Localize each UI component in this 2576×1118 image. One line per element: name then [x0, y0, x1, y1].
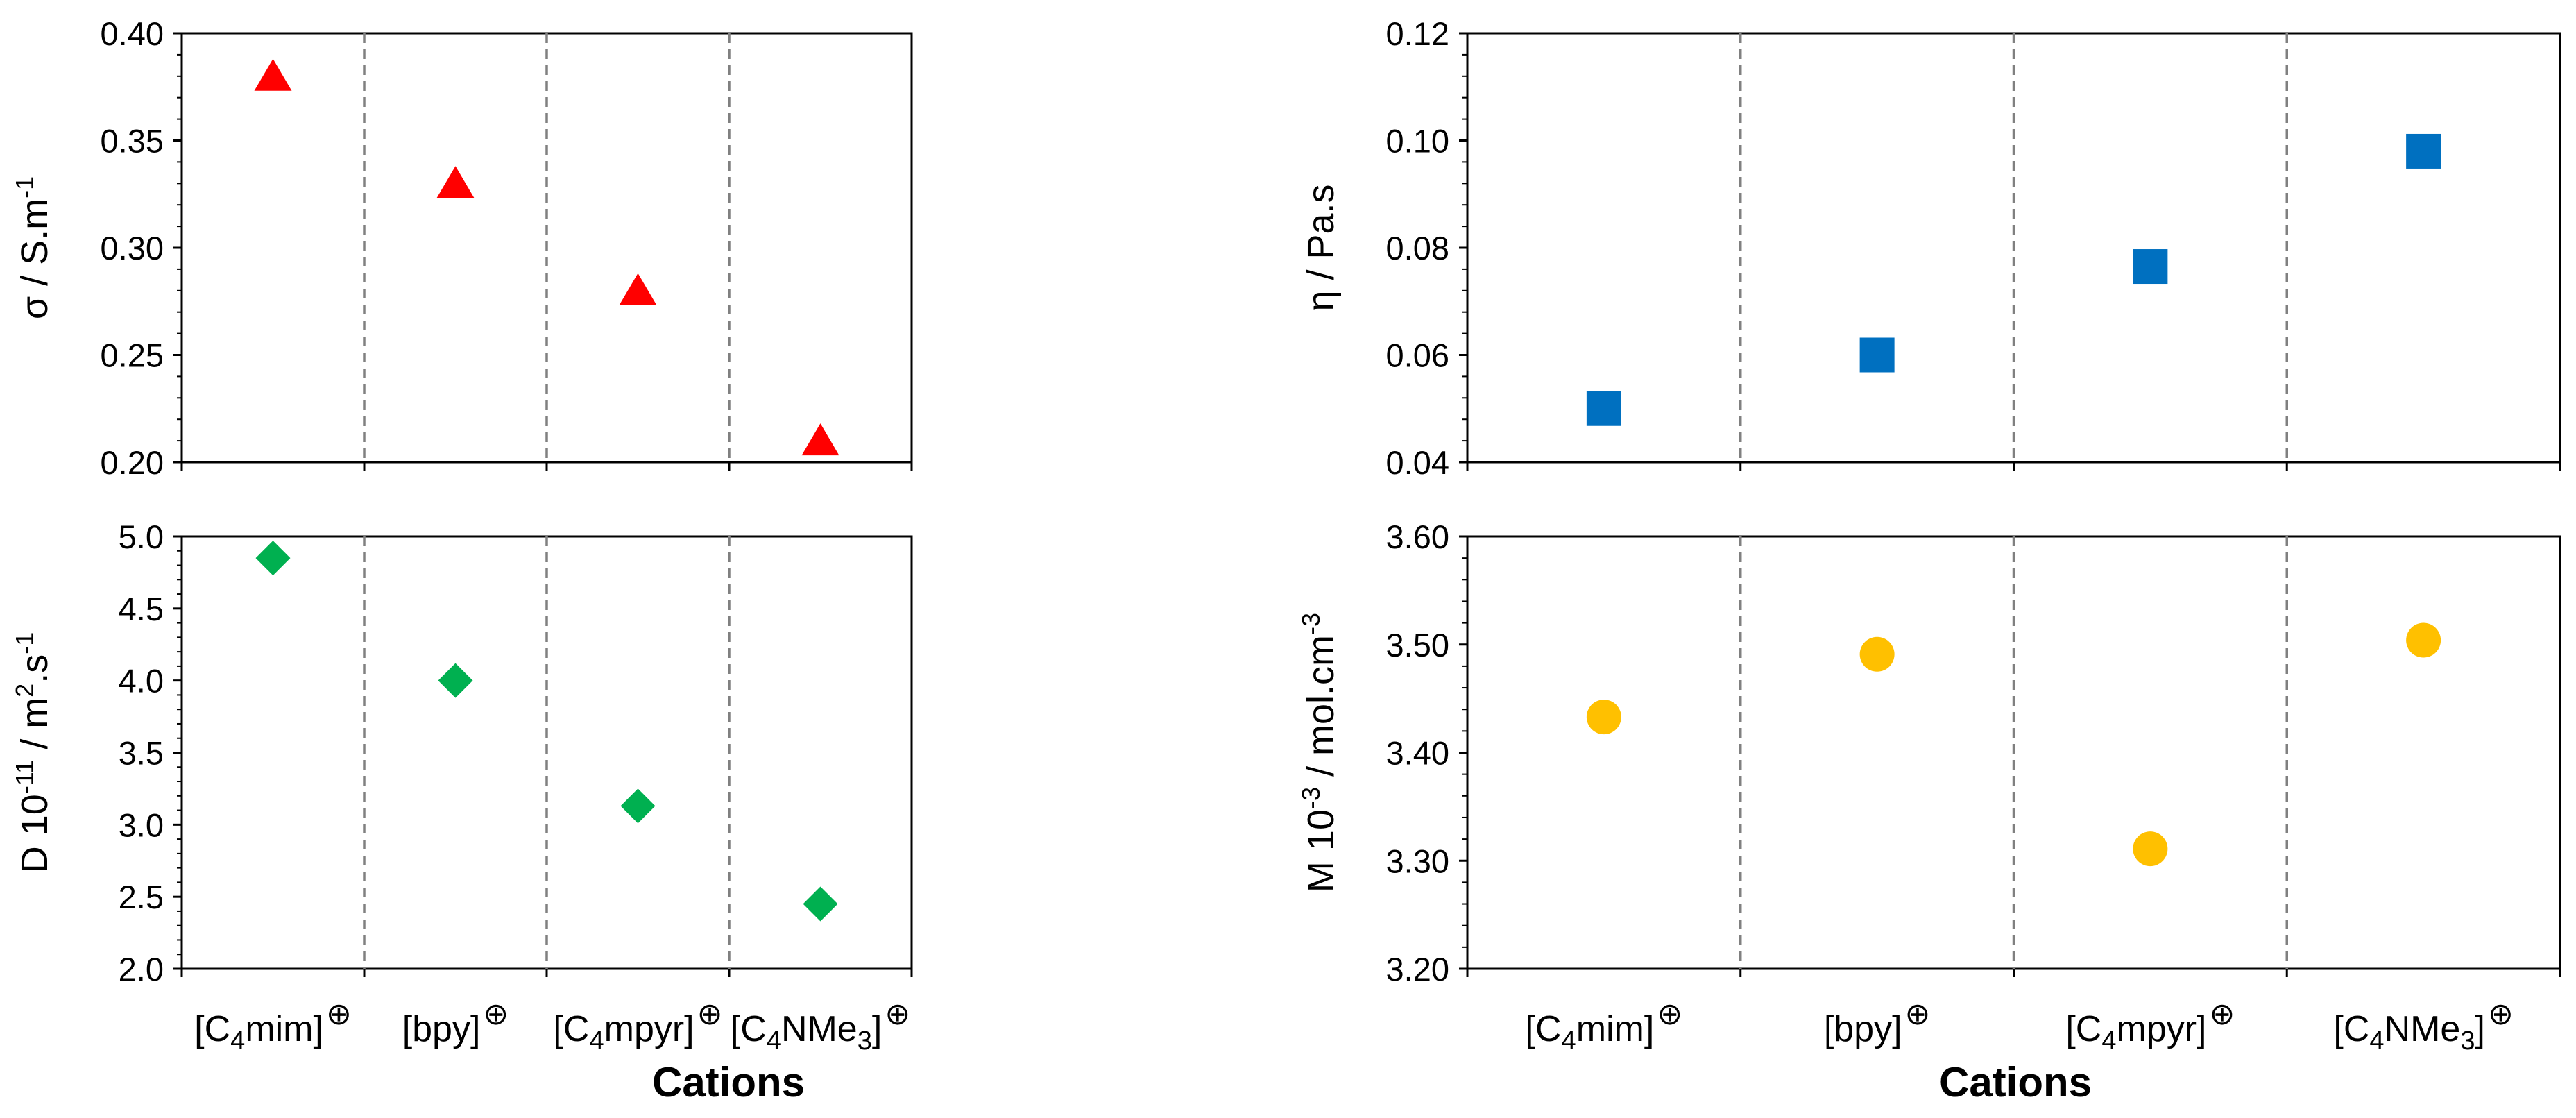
y-tick-label: 3.30: [1386, 842, 1449, 879]
y-axis-label: σ / S.m-1: [10, 176, 56, 319]
x-category-label: [bpy]⊕: [1824, 997, 1931, 1049]
y-tick-label: 3.0: [119, 806, 164, 843]
x-category-label: [C4mpyr]⊕: [2065, 997, 2235, 1056]
y-tick-label: 3.20: [1386, 951, 1449, 988]
data-point-diffusion-4: [803, 886, 838, 922]
y-axis-label: D 10-11 / m2.s-1: [10, 632, 56, 874]
data-point-viscosity-3: [2133, 249, 2168, 285]
x-axis-title-right: Cations: [1939, 1059, 2092, 1106]
data-point-conductivity-2: [436, 166, 475, 198]
y-tick-label: 4.5: [119, 591, 164, 627]
x-axis-title-left: Cations: [652, 1059, 805, 1106]
x-category-label: [C4mim]⊕: [1526, 997, 1683, 1056]
y-tick-label: 4.0: [119, 663, 164, 700]
x-category-label: [C4mim]⊕: [194, 997, 352, 1056]
y-tick-label: 0.25: [101, 337, 164, 374]
y-tick-label: 3.40: [1386, 735, 1449, 772]
y-tick-label: 2.5: [119, 879, 164, 915]
panel-conductivity: 0.20 0.25 0.30 0.35 0.40 σ / S.m-1: [10, 15, 913, 481]
y-tick-label: 0.12: [1386, 15, 1449, 52]
data-point-conductivity-4: [801, 423, 839, 456]
data-point-molarity-4: [2406, 622, 2441, 658]
data-point-conductivity-3: [619, 273, 657, 305]
y-tick-label: 0.30: [101, 230, 164, 266]
y-tick-label: 3.50: [1386, 627, 1449, 663]
y-axis-label: η / Pa.s: [1300, 184, 1342, 311]
y-tick-label: 0.08: [1386, 230, 1449, 266]
x-category-label: [C4NMe3]⊕: [731, 997, 910, 1056]
panel-molarity: 3.20 3.30 3.40 3.50 3.60 M 10-3 / mol.cm-3 [C4…: [1297, 518, 2561, 1056]
data-point-diffusion-3: [620, 788, 656, 824]
y-axis-label: M 10-3 / mol.cm-3: [1297, 613, 1342, 892]
y-tick-label: 3.5: [119, 735, 164, 772]
y-tick-label: 0.35: [101, 123, 164, 160]
x-category-label: [bpy]⊕: [402, 997, 509, 1049]
y-tick-label: 0.40: [101, 15, 164, 52]
data-point-diffusion-2: [438, 663, 473, 698]
y-tick-label: 0.10: [1386, 123, 1449, 160]
panel-diffusion: 2.0 2.5 3.0 3.5 4.0 4.5 5.0 D 10-11 / m2.s-1 [C4…: [10, 518, 913, 1056]
data-point-viscosity-2: [1859, 337, 1895, 373]
data-point-viscosity-1: [1586, 391, 1621, 426]
panel-viscosity: 0.04 0.06 0.08 0.10 0.12 η / Pa.s: [1300, 15, 2561, 481]
data-point-conductivity-1: [254, 58, 292, 91]
y-tick-label: 0.06: [1386, 337, 1449, 374]
data-point-diffusion-1: [255, 541, 291, 576]
data-point-viscosity-4: [2406, 133, 2441, 169]
data-point-molarity-3: [2133, 831, 2168, 867]
y-tick-label: 0.04: [1386, 444, 1449, 481]
y-tick-label: 3.60: [1386, 518, 1449, 555]
x-category-label: [C4NMe3]⊕: [2333, 997, 2513, 1056]
data-point-molarity-2: [1859, 636, 1895, 672]
y-tick-label: 0.20: [101, 444, 164, 481]
x-category-label: [C4mpyr]⊕: [553, 997, 722, 1056]
y-tick-label: 5.0: [119, 518, 164, 555]
y-tick-label: 2.0: [119, 951, 164, 988]
data-point-molarity-1: [1586, 700, 1621, 735]
